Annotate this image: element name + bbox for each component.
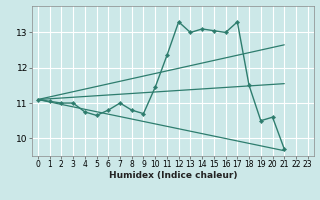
X-axis label: Humidex (Indice chaleur): Humidex (Indice chaleur) — [108, 171, 237, 180]
